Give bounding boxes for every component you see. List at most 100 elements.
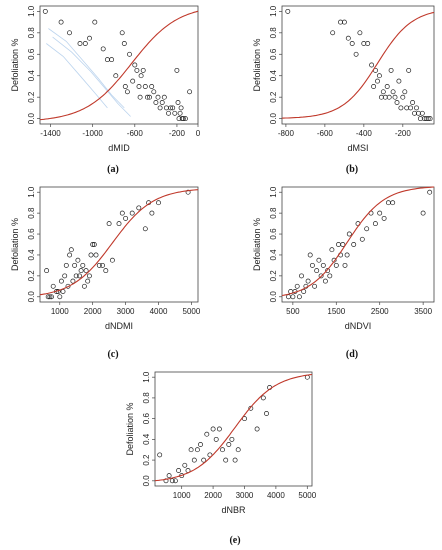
x-tick-label: 2000 — [204, 491, 222, 500]
fit-curve-line — [281, 11, 435, 119]
data-point — [77, 273, 82, 279]
data-point — [175, 100, 181, 105]
data-point — [305, 278, 311, 284]
data-point — [406, 67, 412, 73]
data-point — [67, 252, 73, 258]
y-tick-label: 0.8 — [27, 207, 36, 219]
data-point — [83, 268, 89, 274]
x-tick-label: 1500 — [327, 307, 345, 316]
data-point — [155, 94, 161, 100]
data-point — [419, 110, 425, 116]
data-point — [42, 8, 48, 14]
data-point — [67, 30, 72, 36]
data-point — [140, 67, 146, 73]
data-point — [242, 416, 247, 422]
data-point — [388, 67, 394, 73]
x-tick-label: -600 — [317, 129, 334, 138]
data-point — [232, 457, 238, 463]
data-point — [149, 210, 155, 216]
data-point — [344, 252, 350, 258]
data-point — [216, 426, 222, 432]
data-point — [57, 294, 63, 300]
y-tick-label: 0.8 — [27, 27, 36, 39]
data-point — [191, 457, 197, 463]
data-point — [377, 210, 383, 216]
data-point — [420, 210, 426, 216]
data-point — [390, 89, 396, 95]
data-point — [136, 84, 142, 89]
data-point — [386, 94, 392, 100]
x-tick-label: 5000 — [183, 307, 201, 316]
data-point — [104, 57, 110, 63]
y-tick-label: 0.2 — [27, 270, 36, 282]
data-point — [336, 242, 341, 247]
data-point — [394, 100, 400, 105]
data-point — [248, 405, 254, 411]
x-tick-label: 5000 — [298, 491, 316, 500]
data-point — [285, 8, 291, 14]
data-point — [235, 447, 241, 453]
data-point — [381, 215, 387, 221]
data-point — [187, 89, 193, 95]
data-point — [349, 41, 355, 46]
data-point — [425, 116, 431, 122]
data-point — [106, 221, 112, 227]
y-tick-label: 1.0 — [269, 5, 278, 17]
data-point — [70, 278, 76, 284]
data-point — [357, 30, 363, 36]
data-point — [134, 67, 140, 73]
y-axis-label: Defoliation % — [252, 38, 262, 91]
data-point — [290, 294, 296, 300]
data-point — [392, 94, 398, 100]
data-point — [109, 57, 115, 63]
y-tick-label: 0.0 — [269, 113, 278, 125]
data-point — [294, 283, 300, 289]
data-point — [201, 457, 207, 463]
x-tick-label: -400 — [356, 129, 373, 138]
fit-curve-line — [281, 186, 435, 297]
plot-frame — [281, 186, 435, 303]
y-tick-label: 0.4 — [269, 249, 278, 261]
y-tick-label: 0.8 — [269, 27, 278, 39]
panel-label: (e) — [229, 535, 240, 546]
data-point — [93, 252, 99, 258]
data-point — [142, 84, 148, 89]
data-point — [129, 210, 135, 216]
data-point — [109, 257, 115, 263]
data-point — [340, 242, 346, 247]
y-axis-label: Defoliation % — [125, 402, 135, 455]
data-point — [359, 236, 365, 242]
y-tick-label: 0.6 — [27, 48, 36, 60]
data-point — [210, 426, 216, 432]
x-tick-label: 2000 — [84, 307, 102, 316]
y-tick-label: 0.4 — [27, 249, 36, 261]
y-tick-label: 0.0 — [142, 475, 151, 487]
data-point — [96, 262, 102, 268]
y-tick-label: 1.0 — [142, 371, 151, 383]
data-point — [78, 268, 84, 274]
data-point — [264, 411, 269, 416]
data-point — [220, 447, 225, 453]
data-point — [163, 105, 169, 111]
data-point — [331, 257, 337, 263]
background-artifact-line — [52, 36, 131, 117]
data-point — [174, 67, 180, 73]
y-tick-label: 0.4 — [142, 433, 151, 445]
data-point — [314, 268, 320, 274]
data-point — [213, 436, 219, 442]
data-point — [384, 84, 390, 89]
data-point — [371, 84, 377, 89]
plot-frame — [154, 371, 313, 487]
y-tick-label: 0.0 — [27, 291, 36, 303]
data-point — [342, 262, 348, 268]
x-tick-label: 500 — [286, 307, 300, 316]
data-point — [402, 89, 408, 95]
x-tick-label: 1000 — [51, 307, 69, 316]
y-tick-label: 0.8 — [269, 207, 278, 219]
data-point — [132, 62, 138, 68]
y-tick-label: 0.8 — [142, 392, 151, 404]
data-point — [75, 257, 81, 263]
x-axis-label: dNBR — [221, 505, 246, 515]
data-point — [123, 215, 129, 221]
fit-curve-line — [39, 189, 199, 296]
